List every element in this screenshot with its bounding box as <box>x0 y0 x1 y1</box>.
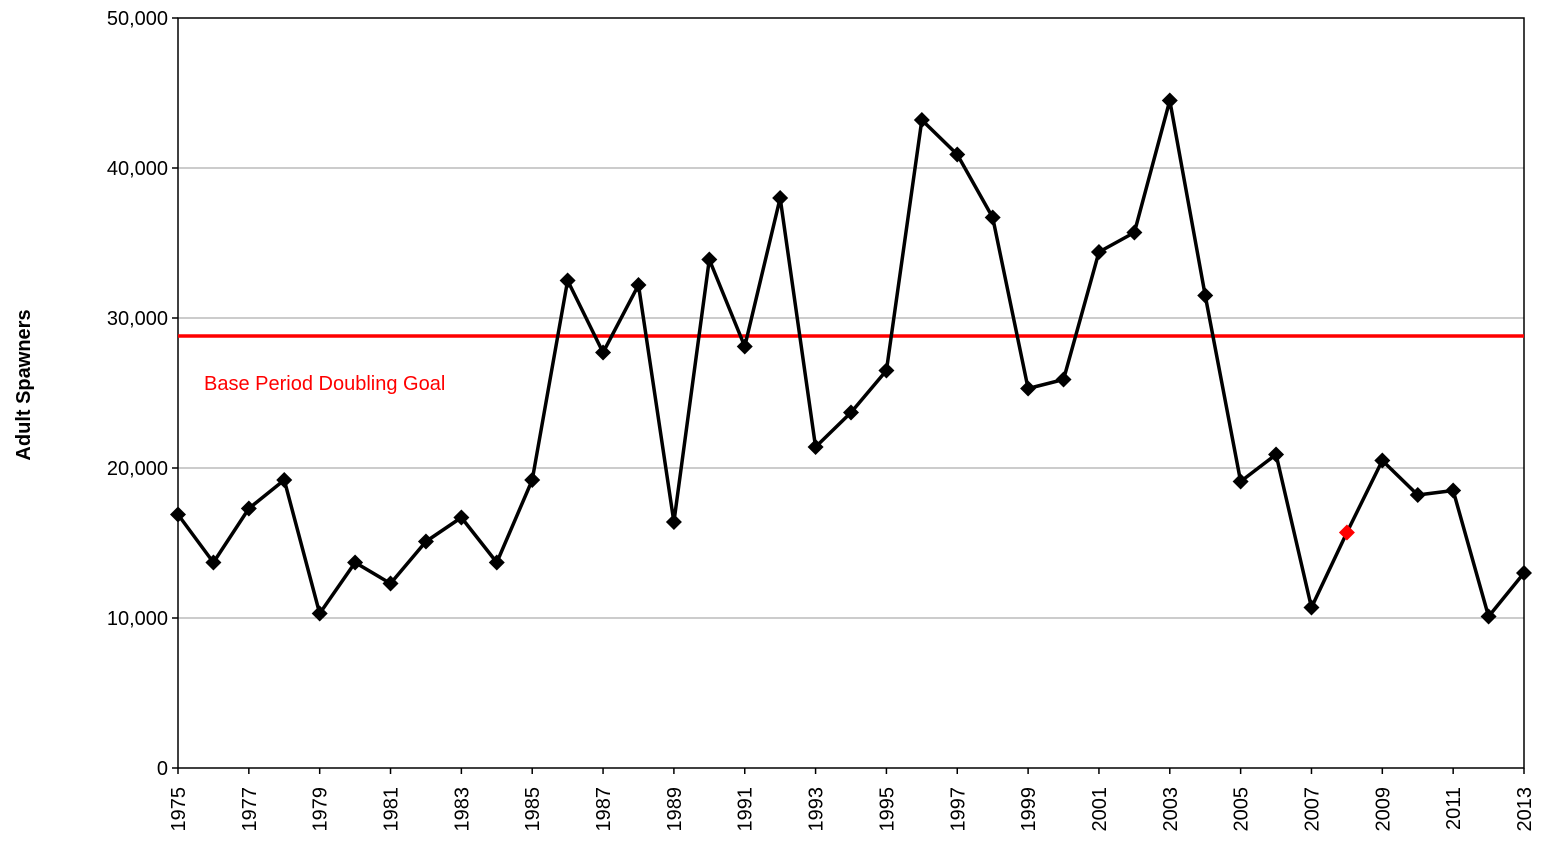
data-point <box>524 472 541 488</box>
data-point <box>913 112 930 128</box>
x-tick-label: 1991 <box>735 787 757 832</box>
data-point <box>1480 608 1497 625</box>
data-point <box>1090 244 1107 260</box>
data-point <box>1197 287 1214 304</box>
data-point <box>170 506 186 523</box>
data-point <box>984 209 1001 226</box>
data-point <box>1020 380 1037 397</box>
data-point <box>701 251 718 268</box>
data-point <box>665 514 682 530</box>
y-tick-label: 50,000 <box>107 8 168 30</box>
data-point <box>949 146 966 163</box>
x-tick-label: 1983 <box>451 787 473 832</box>
data-point <box>1232 473 1249 490</box>
data-point <box>1374 452 1391 469</box>
x-tick-label: 2005 <box>1231 787 1253 832</box>
x-tick-label: 1977 <box>239 787 261 832</box>
x-tick-label: 1999 <box>1018 787 1040 832</box>
data-point <box>1161 92 1178 109</box>
x-tick-label: 1979 <box>310 787 332 832</box>
y-tick-label: 40,000 <box>107 158 168 180</box>
data-point <box>1268 446 1285 463</box>
x-tick-label: 1997 <box>947 787 969 832</box>
data-point <box>630 277 647 293</box>
y-tick-label: 20,000 <box>107 458 168 480</box>
data-point <box>205 554 222 571</box>
x-tick-label: 2011 <box>1443 787 1465 830</box>
data-point <box>878 362 895 379</box>
data-point <box>488 554 505 571</box>
data-point <box>276 472 293 488</box>
data-point <box>453 509 470 526</box>
x-tick-label: 1981 <box>381 787 403 832</box>
data-point <box>347 554 364 571</box>
y-tick-label: 0 <box>157 758 168 780</box>
data-point <box>1126 224 1143 241</box>
y-tick-label: 30,000 <box>107 308 168 330</box>
data-point <box>736 338 753 355</box>
x-tick-label: 1989 <box>664 787 686 832</box>
data-point <box>1409 487 1426 503</box>
x-tick-label: 2013 <box>1514 787 1536 832</box>
x-tick-label: 1975 <box>168 787 190 832</box>
data-point <box>595 344 612 361</box>
y-axis-label: Adult Spawners <box>13 309 35 460</box>
data-point <box>1055 371 1072 388</box>
x-tick-label: 1985 <box>522 787 544 832</box>
data-point <box>1338 524 1355 541</box>
data-point <box>382 575 399 592</box>
data-point <box>1516 565 1532 581</box>
data-point <box>1445 482 1462 499</box>
series-line <box>176 98 1526 619</box>
data-point <box>1303 599 1320 616</box>
plot-frame <box>177 17 1525 769</box>
x-tick-label: 2009 <box>1372 787 1394 832</box>
data-point <box>807 439 824 455</box>
x-tick-label: 2007 <box>1301 787 1323 832</box>
data-point <box>240 500 257 517</box>
reference-label: Base Period Doubling Goal <box>204 373 445 395</box>
x-tick-label: 2003 <box>1160 787 1182 832</box>
data-point <box>311 605 328 622</box>
data-point <box>772 190 789 206</box>
x-tick-label: 1987 <box>593 787 615 832</box>
x-tick-label: 2001 <box>1089 787 1111 832</box>
x-tick-label: 1995 <box>876 787 898 832</box>
x-tick-label: 1993 <box>806 787 828 832</box>
data-point <box>843 404 859 421</box>
y-tick-label: 10,000 <box>107 608 168 630</box>
data-point <box>559 272 576 289</box>
data-point <box>417 533 434 550</box>
